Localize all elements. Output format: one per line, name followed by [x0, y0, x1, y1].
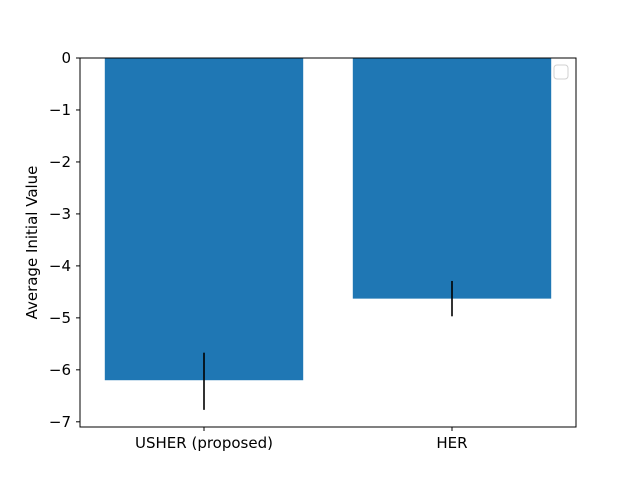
x-axis-ticks: USHER (proposed) HER	[135, 427, 468, 452]
plot-area-frame	[79, 57, 577, 428]
y-tick-label-3: −3	[49, 205, 71, 223]
y-tick-label-0: 0	[61, 49, 71, 67]
y-axis-ticks: 0 −1 −2 −3 −4 −5 −6 −7	[49, 49, 80, 431]
y-tick-label-7: −7	[49, 413, 71, 431]
error-bars-group	[203, 280, 453, 410]
y-tick-label-2: −2	[49, 153, 71, 171]
bars-group	[104, 58, 552, 381]
y-tick-label-4: −4	[49, 257, 71, 275]
y-axis-label: Average Initial Value	[23, 166, 41, 320]
x-tick-label-0: USHER (proposed)	[135, 434, 273, 452]
y-tick-label-6: −6	[49, 361, 71, 379]
x-tick-label-1: HER	[436, 434, 467, 452]
y-tick-label-5: −5	[49, 309, 71, 327]
legend-box	[553, 64, 569, 80]
y-tick-label-1: −1	[49, 101, 71, 119]
bar-0	[104, 58, 304, 381]
bar-1	[352, 58, 552, 299]
